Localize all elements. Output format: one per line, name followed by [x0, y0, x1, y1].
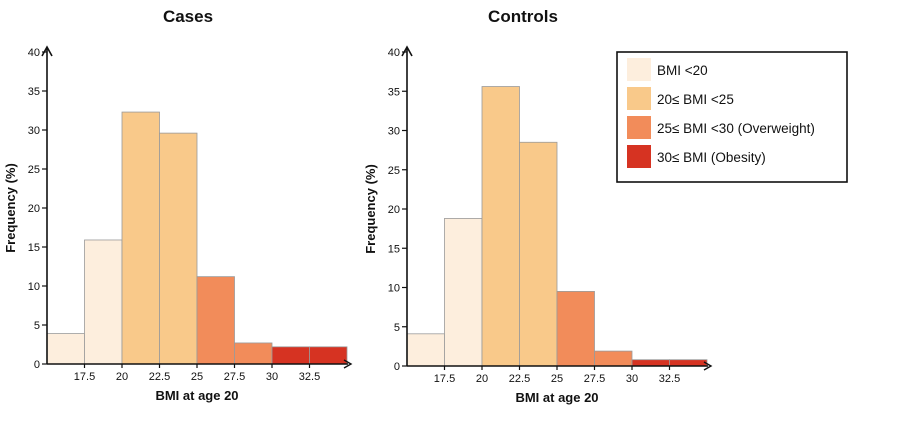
histogram-bar	[46, 333, 85, 365]
y-tick-label: 25	[388, 165, 400, 177]
chart-title: Cases	[163, 7, 213, 26]
y-tick-label: 10	[388, 283, 400, 295]
y-tick-label: 25	[28, 164, 40, 176]
legend-swatch	[627, 58, 651, 81]
legend-swatch	[627, 145, 651, 168]
x-tick-label: 25	[191, 371, 203, 383]
x-tick-label: 25	[551, 373, 563, 385]
panel-controls: Controls 0 5 10 15 20 25 30 35 40 17.5 20 22.5 25 27.5…	[363, 7, 713, 405]
x-tick-label: 17.5	[434, 373, 455, 385]
y-axis-label: Frequency (%)	[363, 164, 378, 254]
y-axis-arrow	[41, 45, 53, 57]
legend-label: 20≤ BMI <25	[657, 92, 734, 107]
y-tick-label: 0	[394, 361, 400, 373]
histogram-bar	[309, 346, 348, 365]
y-tick-label: 35	[388, 86, 400, 98]
x-axis-arrow	[343, 359, 353, 369]
x-tick-label: 22.5	[509, 373, 530, 385]
y-tick-label: 30	[28, 125, 40, 137]
histogram-bar	[234, 342, 273, 365]
histogram-bar	[594, 350, 633, 367]
x-axis-arrow	[703, 361, 713, 371]
legend-box	[616, 51, 848, 183]
x-tick-label: 20	[116, 371, 128, 383]
x-tick-label: 27.5	[224, 371, 245, 383]
histogram-bar	[121, 111, 160, 365]
histogram-bar	[669, 359, 708, 367]
panel-cases: Cases 0 5 10 15 20 25 30 35 40 17.5 20 22.5 25 27.5 30 3…	[3, 7, 353, 403]
y-tick-label: 20	[28, 203, 40, 215]
histogram-bar	[406, 333, 445, 367]
y-tick-label: 15	[28, 242, 40, 254]
legend-label: 30≤ BMI (Obesity)	[657, 150, 766, 165]
histogram-bar	[481, 86, 520, 367]
histogram-bar	[519, 141, 558, 367]
y-axis-arrow	[401, 45, 413, 57]
x-tick-label: 22.5	[149, 371, 170, 383]
y-tick-label: 40	[28, 47, 40, 59]
x-tick-label: 20	[476, 373, 488, 385]
x-tick-label: 32.5	[299, 371, 320, 383]
y-tick-label: 35	[28, 86, 40, 98]
histogram-bar	[159, 132, 198, 365]
x-tick-label: 32.5	[659, 373, 680, 385]
x-axis-label: BMI at age 20	[515, 390, 598, 405]
y-tick-label: 0	[34, 359, 40, 371]
y-tick-label: 15	[388, 243, 400, 255]
legend: BMI <20 20≤ BMI <25 25≤ BMI <30 (Overweigh…	[616, 51, 848, 183]
histogram-bar	[196, 276, 235, 365]
legend-swatch	[627, 87, 651, 110]
x-axis-label: BMI at age 20	[155, 388, 238, 403]
legend-label: 25≤ BMI <30 (Overweight)	[657, 121, 815, 136]
y-tick-label: 5	[34, 320, 40, 332]
y-tick-label: 10	[28, 281, 40, 293]
y-tick-label: 20	[388, 204, 400, 216]
chart-title: Controls	[488, 7, 558, 26]
y-axis-label: Frequency (%)	[3, 163, 18, 253]
histogram-bar	[631, 359, 670, 367]
histogram-bar	[84, 239, 123, 365]
legend-label: BMI <20	[657, 63, 708, 78]
histogram-bar	[271, 346, 310, 365]
y-tick-label: 5	[394, 322, 400, 334]
x-tick-label: 30	[266, 371, 278, 383]
histogram-bar	[444, 218, 483, 367]
histogram-bar	[556, 291, 595, 367]
x-tick-label: 30	[626, 373, 638, 385]
x-tick-label: 27.5	[584, 373, 605, 385]
legend-swatch	[627, 116, 651, 139]
y-tick-label: 30	[388, 126, 400, 138]
y-tick-label: 40	[388, 47, 400, 59]
x-tick-label: 17.5	[74, 371, 95, 383]
